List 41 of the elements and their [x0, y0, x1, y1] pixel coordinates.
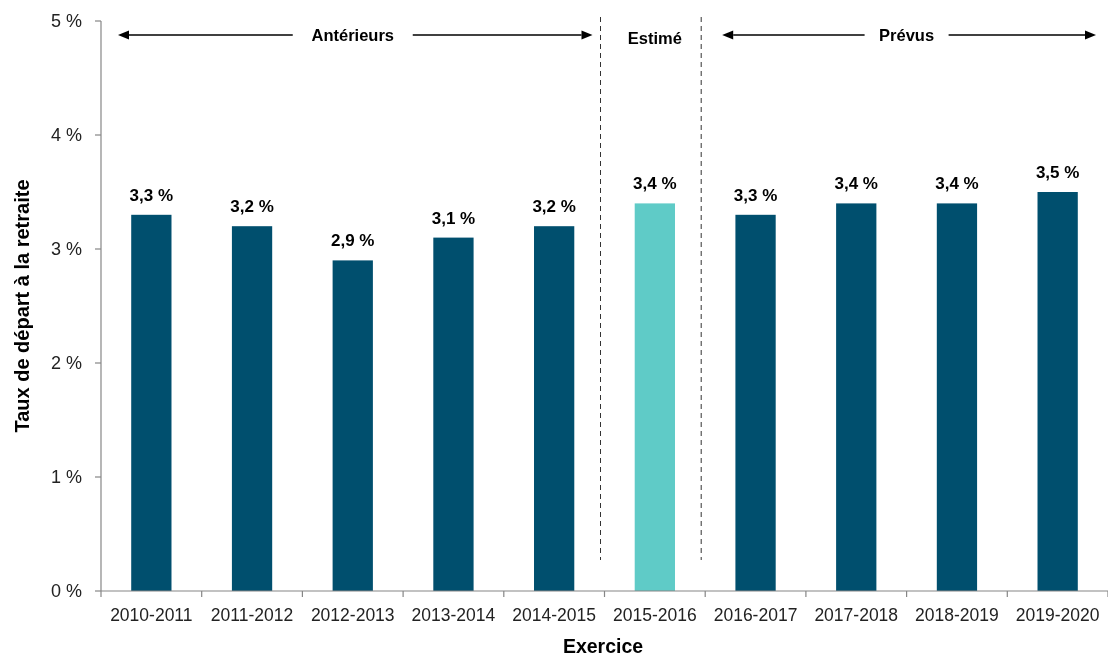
data-label: 2,9 %	[331, 231, 375, 251]
bar	[433, 237, 474, 591]
bar	[534, 226, 575, 591]
y-tick-label: 4 %	[50, 125, 82, 145]
x-tick-label: 2019-2020	[1015, 605, 1100, 625]
data-label: 3,2 %	[230, 197, 274, 217]
x-tick-label: 2012-2013	[310, 605, 395, 625]
bar	[131, 214, 172, 591]
x-tick-label: 2014-2015	[512, 605, 596, 625]
data-label: 3,1 %	[431, 208, 476, 228]
y-tick-label: 1 %	[50, 467, 82, 487]
x-tick-label: 2015-2016	[613, 605, 697, 625]
annotation: Antérieurs	[311, 26, 395, 44]
bar	[231, 226, 273, 591]
bar	[634, 203, 675, 591]
bar	[936, 203, 978, 591]
y-tick-label: 5 %	[50, 11, 82, 31]
x-tick-label: 2010-2011	[110, 605, 193, 625]
x-tick-label: 2013-2014	[411, 605, 496, 625]
data-label: 3,2 %	[532, 197, 576, 217]
x-axis-title: Exercice	[562, 635, 644, 657]
x-tick-label: 2017-2018	[814, 605, 899, 625]
data-label: 3,5 %	[1035, 163, 1080, 182]
data-label: 3,4 %	[633, 174, 677, 194]
annotation: Prévus	[879, 26, 935, 44]
data-label: 3,4 %	[935, 174, 979, 194]
y-tick-label: 0 %	[50, 581, 82, 601]
data-label: 3,4 %	[834, 174, 878, 194]
annotation: Estimé	[627, 29, 682, 47]
bar	[735, 214, 776, 591]
y-axis-title: Taux de départ à la retraite	[11, 179, 33, 433]
bar	[332, 260, 373, 591]
data-label: 3,3 %	[129, 185, 174, 205]
x-tick-label: 2016-2017	[713, 605, 798, 625]
x-tick-label: 2018-2019	[915, 605, 999, 625]
x-tick-label: 2011-2012	[210, 605, 294, 625]
data-label: 3,3 %	[733, 185, 778, 205]
y-tick-label: 3 %	[50, 239, 82, 259]
y-tick-label: 2 %	[50, 353, 82, 373]
bar	[1037, 192, 1078, 591]
bar	[836, 203, 877, 591]
